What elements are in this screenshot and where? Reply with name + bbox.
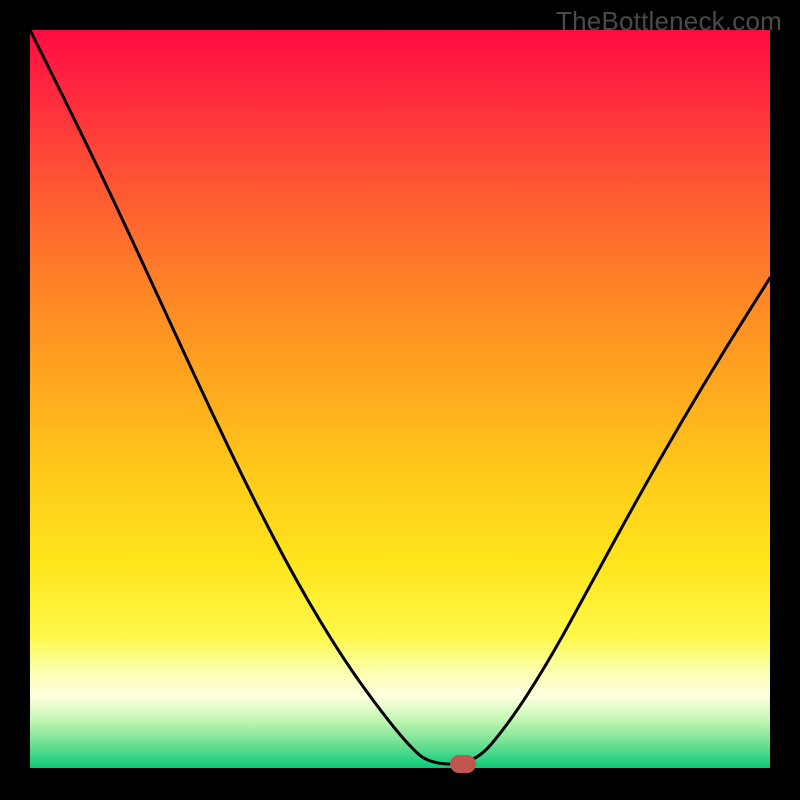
gradient-plot-area xyxy=(30,30,770,770)
watermark-text: TheBottleneck.com xyxy=(556,6,782,37)
bottleneck-marker xyxy=(450,755,476,773)
